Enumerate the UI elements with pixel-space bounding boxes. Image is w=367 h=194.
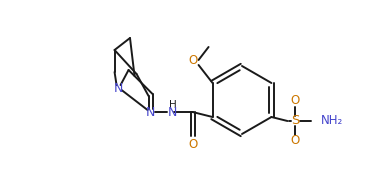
Text: O: O (291, 134, 300, 147)
Text: N: N (146, 106, 155, 119)
Text: O: O (188, 138, 197, 151)
Text: H: H (169, 100, 177, 110)
Text: S: S (291, 114, 299, 127)
Text: O: O (188, 54, 197, 67)
Text: O: O (291, 94, 300, 107)
Text: NH₂: NH₂ (320, 114, 343, 127)
Text: N: N (114, 81, 123, 94)
Text: N: N (168, 106, 177, 119)
